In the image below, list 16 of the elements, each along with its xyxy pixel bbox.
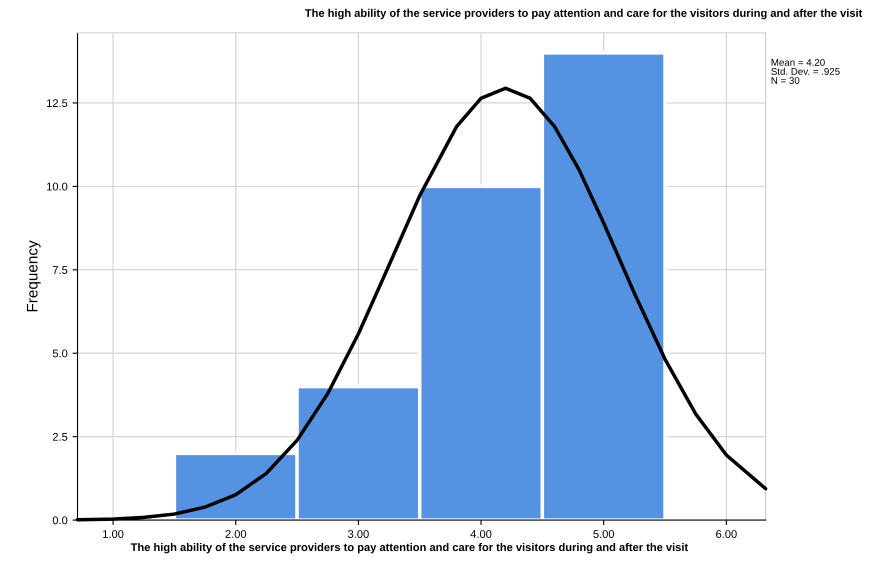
y-tick-label: 7.5 <box>52 266 68 274</box>
y-axis-title: Frequency <box>26 240 41 312</box>
x-tick-label: 6.00 <box>716 530 737 538</box>
x-tick-label: 1.00 <box>103 530 124 538</box>
y-tick-label: 12.5 <box>47 99 68 108</box>
x-tick-label: 4.00 <box>470 530 492 538</box>
x-tick-label: 3.00 <box>348 530 369 538</box>
x-tick-label: 2.00 <box>225 530 246 538</box>
y-tick-label: 10.0 <box>47 182 68 191</box>
y-tick-label: 2.5 <box>52 432 68 441</box>
x-tick-label: 5.00 <box>593 530 614 538</box>
x-axis-title: The high ability of the service providers to pay attention and care for the visitors during and after the visit <box>130 542 688 554</box>
y-tick-label: 5.0 <box>52 349 68 358</box>
y-tick-label: 0.0 <box>52 516 68 524</box>
chart-title: The high ability of the service providers to pay attention and care for the visitors during and after the visit <box>304 8 862 20</box>
text: Mean = 4.20 Std. Dev. = .925 N = 30 <box>771 58 840 84</box>
